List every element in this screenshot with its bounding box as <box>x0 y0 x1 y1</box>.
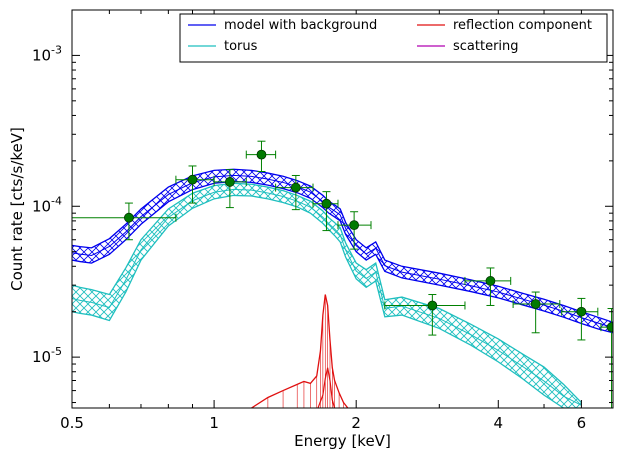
reflection-sub-line <box>317 367 336 408</box>
x-tick-label: 2 <box>351 414 361 432</box>
data-point <box>600 308 613 408</box>
torus-upper-line <box>72 182 582 403</box>
data-point-marker <box>485 276 496 286</box>
plot-frame <box>71 9 614 409</box>
legend-entry: model with background <box>188 18 377 33</box>
data-point <box>512 291 561 334</box>
data-point <box>245 140 277 173</box>
data-point-marker <box>224 177 235 187</box>
legend-entry: reflection component <box>417 18 592 33</box>
model-lower-line <box>72 180 613 334</box>
x-tick-label: 6 <box>577 414 587 432</box>
legend-entry: scattering <box>417 39 519 54</box>
data-point <box>384 294 466 336</box>
data-point-marker <box>427 300 438 311</box>
data-point-marker <box>321 198 332 209</box>
model-upper-line <box>72 168 613 323</box>
data-point-marker <box>349 220 360 231</box>
y-axis-label: Count rate [cts/s/keV] <box>8 127 26 291</box>
data-point <box>275 174 314 211</box>
data-point <box>213 169 247 209</box>
data-point-marker <box>290 182 301 193</box>
legend-box <box>179 13 608 63</box>
data-point <box>175 165 215 204</box>
x-tick-label: 0.5 <box>60 414 84 432</box>
y-tick-label: 10-5 <box>32 345 62 366</box>
y-tick-label: 10-4 <box>32 194 62 215</box>
data-point <box>312 191 339 232</box>
data-point-marker <box>576 306 587 317</box>
torus-lower-line <box>72 194 582 408</box>
legend-label: reflection component <box>453 18 592 33</box>
model-band-fill <box>72 169 613 333</box>
data-point <box>561 297 599 341</box>
data-point-marker <box>606 322 613 333</box>
reflection-line <box>251 294 349 408</box>
legend-entry: torus <box>188 39 258 54</box>
data-point-marker <box>530 299 541 309</box>
legend-label: scattering <box>453 39 519 54</box>
data-point-marker <box>124 212 134 223</box>
torus-mid-line <box>72 188 582 406</box>
y-tick-label: 10-3 <box>32 43 62 64</box>
data-point-marker <box>187 174 198 185</box>
legend-label: model with background <box>224 18 377 33</box>
x-axis-label: Energy [keV] <box>294 432 391 450</box>
legend-label: torus <box>224 39 258 54</box>
x-tick-label: 1 <box>209 414 219 432</box>
data-point <box>337 211 372 250</box>
x-tick-label: 4 <box>494 414 504 432</box>
model-mid-line <box>72 174 613 329</box>
data-point-marker <box>256 149 267 160</box>
data-point <box>72 202 177 241</box>
data-point <box>464 267 512 306</box>
